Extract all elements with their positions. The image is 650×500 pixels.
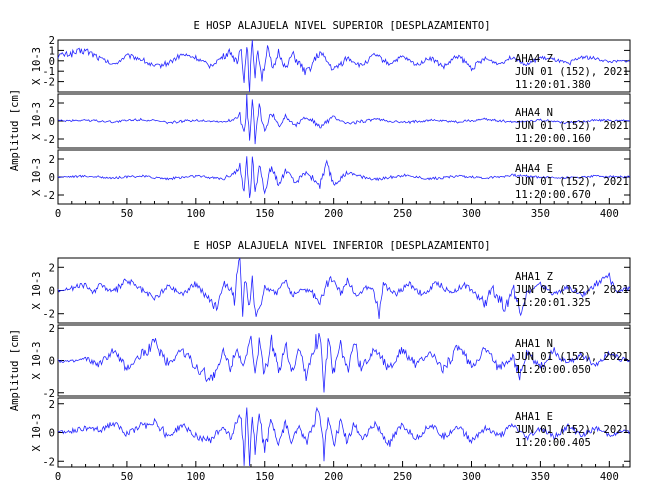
y-tick-label: -2 <box>42 309 55 321</box>
station-label: AHA4 N <box>515 107 553 119</box>
y-exponent-label: X 10-3 <box>31 342 43 380</box>
x-tick-label: 200 <box>324 471 343 483</box>
station-label: AHA1 Z <box>515 271 553 283</box>
x-tick-label: 300 <box>462 208 481 220</box>
x-tick-label: 400 <box>600 208 619 220</box>
panel-frame <box>57 39 631 93</box>
waveform-line <box>57 156 631 198</box>
time-label: 11:20:00.160 <box>515 133 591 145</box>
y-tick-label: 2 <box>49 154 55 166</box>
waveform-line <box>57 406 631 466</box>
y-tick-label: 2 <box>49 98 55 110</box>
date-label: JUN 01 (152), 2021 <box>515 284 629 296</box>
time-label: 11:20:00.670 <box>515 189 591 201</box>
x-tick-label: 250 <box>393 471 412 483</box>
y-tick-label: -1 <box>42 66 55 78</box>
x-tick-label: 50 <box>121 471 134 483</box>
x-tick-label: 100 <box>186 471 205 483</box>
x-tick-label: 100 <box>186 208 205 220</box>
date-label: JUN 01 (152), 2021 <box>515 176 629 188</box>
y-tick-label: 0 <box>49 56 55 68</box>
x-tick-label: 200 <box>324 208 343 220</box>
y-tick-label: 0 <box>49 172 55 184</box>
y-tick-label: 2 <box>49 262 55 274</box>
y-tick-label: -2 <box>42 456 55 468</box>
date-label: JUN 01 (152), 2021 <box>515 66 629 78</box>
y-tick-label: -2 <box>42 77 55 89</box>
y-tick-label: 0 <box>49 286 55 298</box>
x-tick-label: 0 <box>55 208 61 220</box>
x-tick-label: 300 <box>462 471 481 483</box>
y-axis-label-bottom: Amplitud [cm] <box>9 329 21 411</box>
y-tick-label: 2 <box>49 35 55 47</box>
y-tick-label: 1 <box>49 45 55 57</box>
chart-title-bottom: E HOSP ALAJUELA NIVEL INFERIOR [DESPLAZA… <box>193 240 490 252</box>
y-tick-label: 0 <box>49 428 55 440</box>
y-exponent-label: X 10-3 <box>31 414 43 452</box>
station-label: AHA1 N <box>515 338 553 350</box>
x-tick-label: 150 <box>255 208 274 220</box>
waveform-line <box>57 93 631 145</box>
y-tick-label: -2 <box>42 134 55 146</box>
y-exponent-label: X 10-3 <box>31 272 43 310</box>
waveform-line <box>57 333 631 393</box>
y-tick-label: -2 <box>42 388 55 400</box>
y-exponent-label: X 10-3 <box>31 158 43 196</box>
station-label: AHA1 E <box>515 411 553 423</box>
station-label: AHA4 Z <box>515 53 553 65</box>
time-label: 11:20:01.380 <box>515 79 591 91</box>
y-axis-label-top: Amplitud [cm] <box>9 89 21 171</box>
waveform-line <box>57 39 631 93</box>
waveform-line <box>57 257 631 319</box>
x-tick-label: 400 <box>600 471 619 483</box>
x-tick-label: 350 <box>531 471 550 483</box>
x-tick-label: 50 <box>121 208 134 220</box>
time-label: 11:20:00.050 <box>515 364 591 376</box>
y-tick-label: 2 <box>49 399 55 411</box>
x-tick-label: 250 <box>393 208 412 220</box>
y-tick-label: 0 <box>49 116 55 128</box>
x-tick-label: 150 <box>255 471 274 483</box>
y-tick-label: 2 <box>49 323 55 335</box>
time-label: 11:20:01.325 <box>515 297 591 309</box>
time-label: 11:20:00.405 <box>515 437 591 449</box>
date-label: JUN 01 (152), 2021 <box>515 351 629 363</box>
station-label: AHA4 E <box>515 163 553 175</box>
date-label: JUN 01 (152), 2021 <box>515 120 629 132</box>
x-tick-label: 0 <box>55 471 61 483</box>
x-tick-label: 350 <box>531 208 550 220</box>
date-label: JUN 01 (152), 2021 <box>515 424 629 436</box>
y-tick-label: -2 <box>42 190 55 202</box>
y-exponent-label: X 10-3 <box>31 102 43 140</box>
chart-title-top: E HOSP ALAJUELA NIVEL SUPERIOR [DESPLAZA… <box>193 20 490 32</box>
y-tick-label: 0 <box>49 356 55 368</box>
y-exponent-label: X 10-3 <box>31 47 43 85</box>
